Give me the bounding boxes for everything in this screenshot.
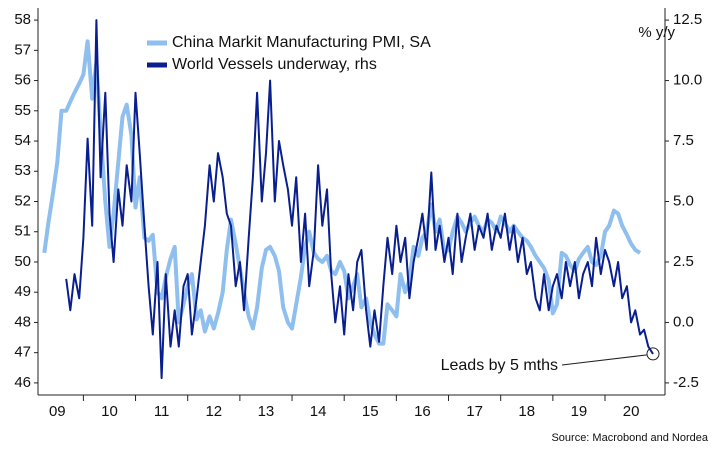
series-line [65,19,654,380]
y-tick-label: 54 [14,132,31,149]
y2-tick-label: 0.0 [673,313,694,330]
y-tick-label: 46 [14,374,31,391]
y-tick-label: 48 [14,313,31,330]
x-tick-label: 15 [362,403,379,420]
annotation: Leads by 5 mths [441,357,558,374]
x-tick-label: 14 [310,403,327,420]
y2-tick-label: -2.5 [673,374,699,391]
y-tick-label: 57 [14,41,31,58]
y2-tick-label: 2.5 [673,253,694,270]
x-tick-label: 13 [258,403,275,420]
y-tick-label: 55 [14,102,31,119]
y-tick-label: 50 [14,253,31,270]
y-tick-label: 53 [14,162,31,179]
y2-axis-label: % y/y [638,24,675,41]
annotation-marker [646,347,660,361]
y-tick-label: 49 [14,283,31,300]
y2-tick-label: 10.0 [673,72,702,89]
x-tick-label: 17 [466,403,483,420]
y-tick-label: 58 [14,11,31,28]
x-tick-label: 10 [101,403,118,420]
y2-tick-label: 12.5 [673,11,702,28]
legend-label: China Markit Manufacturing PMI, SA [172,34,431,51]
y-tick-label: 51 [14,223,31,240]
legend-label: World Vessels underway, rhs [172,56,377,73]
source: Source: Macrobond and Nordea [551,432,708,444]
y-tick-label: 52 [14,192,31,209]
x-tick-label: 19 [571,403,588,420]
x-tick-label: 12 [205,403,222,420]
y2-tick-label: 7.5 [673,132,694,149]
y2-tick-label: 5.0 [673,192,694,209]
x-tick-label: 18 [518,403,535,420]
annotation-leader [561,354,648,366]
y-tick-label: 56 [14,72,31,89]
x-tick-label: 09 [49,403,66,420]
y-tick-label: 47 [14,344,31,361]
x-tick-label: 16 [414,403,431,420]
x-tick-label: 20 [623,403,640,420]
x-tick-label: 11 [154,403,170,420]
